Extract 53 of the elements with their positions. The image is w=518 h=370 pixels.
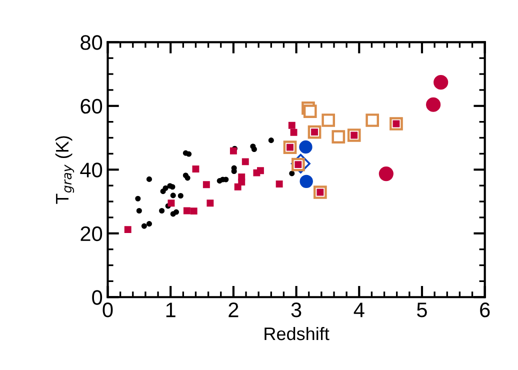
point: [230, 147, 237, 154]
point: [162, 185, 168, 191]
point: [268, 138, 274, 144]
point: [124, 226, 132, 234]
point: [135, 196, 141, 202]
point: [332, 130, 346, 144]
point: [202, 181, 210, 188]
point: [276, 180, 283, 188]
point: [434, 75, 448, 90]
point: [184, 175, 190, 181]
point: [146, 176, 152, 182]
point: [378, 166, 394, 182]
point: [322, 114, 336, 127]
x-tick-label: 3: [291, 302, 302, 318]
x-tick-label: 6: [480, 302, 490, 318]
y-tick-label: 0: [92, 290, 102, 305]
point: [303, 104, 317, 118]
x-tick-label: 5: [417, 302, 427, 318]
point: [288, 122, 296, 129]
point: [190, 208, 198, 215]
y-tick-label: 60: [80, 98, 102, 114]
point: [300, 174, 313, 188]
point: [170, 184, 176, 190]
point: [426, 97, 441, 112]
x-tick-label: 2: [228, 302, 238, 318]
point: [251, 146, 257, 152]
y-tick-label: 40: [80, 162, 102, 178]
point: [206, 200, 214, 207]
point: [366, 114, 380, 127]
point: [173, 209, 180, 215]
point: [256, 167, 264, 174]
point: [159, 208, 165, 214]
point: [299, 140, 312, 154]
point: [242, 158, 249, 166]
point: [136, 208, 142, 214]
x-tick-label: 1: [166, 302, 176, 318]
x-tick-label: 4: [354, 302, 364, 318]
point: [170, 192, 176, 198]
point: [192, 166, 200, 172]
point: [183, 207, 190, 214]
point: [146, 221, 152, 227]
point: [290, 128, 298, 136]
y-axis-title: T$_{gray}$ (K): [55, 136, 74, 204]
x-tick-label: 0: [102, 302, 113, 318]
y-tick-label: 20: [80, 226, 102, 242]
x-axis-title: Redshift: [264, 326, 330, 340]
point: [168, 200, 175, 207]
point: [141, 223, 147, 229]
point: [289, 170, 295, 176]
point: [234, 183, 242, 190]
y-tick-label: 80: [80, 35, 102, 50]
point: [178, 192, 184, 199]
point: [186, 151, 192, 157]
